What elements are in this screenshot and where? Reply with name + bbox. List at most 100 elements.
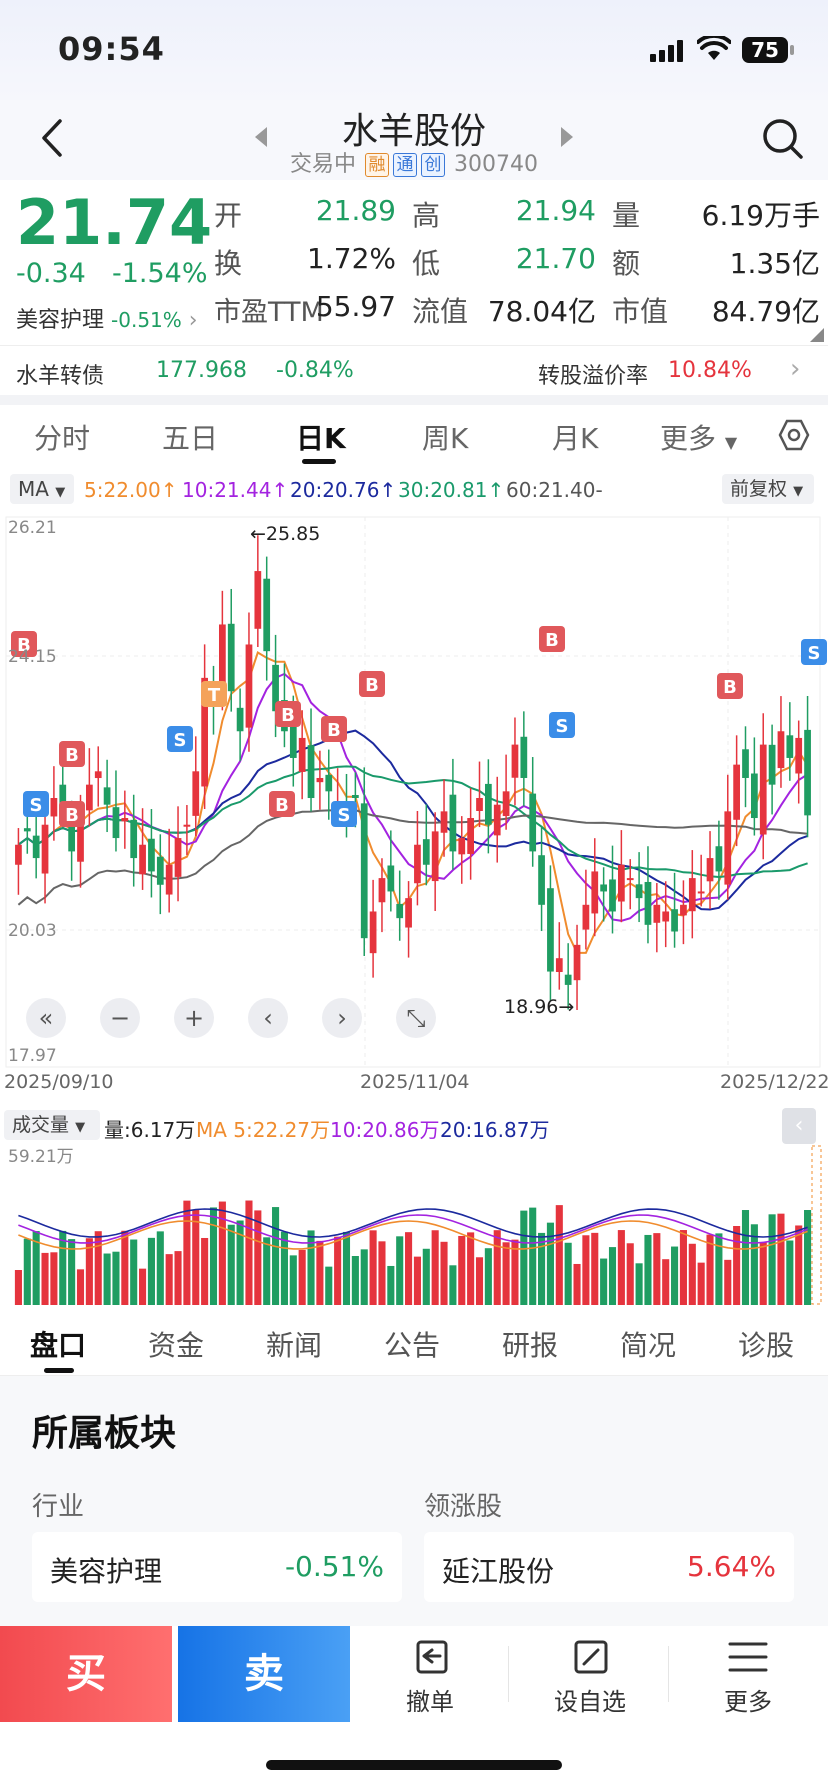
tab-news[interactable]: 新闻 xyxy=(266,1329,323,1362)
zoom-out-icon[interactable]: − xyxy=(110,1004,130,1032)
double-chevron-left-icon-bg xyxy=(26,998,66,1038)
tab-five-day[interactable]: 五日 xyxy=(162,422,219,455)
candle-body xyxy=(591,871,599,914)
next-stock-icon[interactable] xyxy=(560,126,574,148)
leader-card[interactable]: 延江股份 5.64% xyxy=(424,1532,794,1602)
volume-bar xyxy=(440,1241,448,1305)
period-tabs: 分时 五日 日K 周K 月K 更多 ▼ xyxy=(0,405,828,465)
premium-value: 10.84% xyxy=(668,358,752,383)
more-button[interactable]: 更多 xyxy=(668,1626,828,1722)
expand-corner-icon[interactable] xyxy=(810,328,824,342)
tab-profile[interactable]: 简况 xyxy=(620,1329,677,1362)
turnover-value: 1.72% xyxy=(307,242,396,275)
fullscreen-icon[interactable]: ⤡ xyxy=(406,1004,425,1032)
tab-more[interactable]: 更多 ▼ xyxy=(660,422,738,455)
candle-body xyxy=(272,664,279,712)
zoom-in-icon[interactable]: + xyxy=(184,1004,204,1032)
volume-bar xyxy=(644,1234,652,1305)
candle-body xyxy=(671,909,678,932)
candle-body xyxy=(112,807,120,839)
volume-value: 6.19万手 xyxy=(701,199,820,232)
volume-bar xyxy=(76,1269,85,1305)
convertible-bond-bar[interactable]: 水羊转债 177.968 -0.84% 转股溢价率 10.84% › xyxy=(0,345,828,395)
pe-label: 市盈TTM xyxy=(214,297,324,328)
market-cap-value: 84.79亿 xyxy=(711,295,820,328)
candle-body xyxy=(609,879,616,912)
volume-bar xyxy=(759,1241,767,1305)
candle-body xyxy=(644,881,652,925)
collapse-icon[interactable]: ‹ xyxy=(782,1108,816,1144)
candle-body xyxy=(289,720,297,758)
low-value: 21.70 xyxy=(515,242,596,275)
tab-daily-k[interactable]: 日K xyxy=(296,422,346,455)
buy-button[interactable]: 买 xyxy=(0,1626,172,1722)
signal-marker xyxy=(359,671,385,697)
tab-research[interactable]: 研报 xyxy=(502,1329,559,1362)
tab-capital[interactable]: 资金 xyxy=(148,1329,205,1362)
volume-bar xyxy=(68,1239,76,1305)
prev-stock-icon[interactable] xyxy=(254,126,268,148)
volume-bar xyxy=(130,1239,138,1305)
signal-marker-label: B xyxy=(65,805,79,826)
stock-header: 水羊股份 交易中 融通创 300740 xyxy=(0,100,828,180)
tab-weekly-k[interactable]: 周K xyxy=(422,422,469,455)
settings-icon[interactable] xyxy=(778,419,810,451)
volume-bar xyxy=(511,1239,519,1305)
candle-body xyxy=(174,838,182,877)
candle-body xyxy=(715,846,723,872)
add-watchlist-button[interactable]: 设自选 xyxy=(510,1626,670,1722)
tab-diagnosis[interactable]: 诊股 xyxy=(738,1329,795,1362)
volume-bar xyxy=(316,1240,324,1305)
volume-bar xyxy=(272,1207,280,1305)
signal-icon xyxy=(650,40,683,62)
sell-button[interactable]: 卖 xyxy=(178,1626,350,1722)
volume-bar xyxy=(679,1230,687,1305)
volume-bar xyxy=(378,1241,386,1305)
volume-bar xyxy=(369,1230,377,1305)
volume-bar xyxy=(493,1230,501,1305)
fullscreen-icon-bg xyxy=(396,998,436,1038)
ma-selector[interactable]: MA ▼ xyxy=(10,474,74,504)
industry-change: -0.51% xyxy=(284,1550,384,1583)
tab-intraday[interactable]: 分时 xyxy=(34,422,91,455)
candle-body xyxy=(41,824,49,874)
scroll-left-icon[interactable]: ‹ xyxy=(263,1004,273,1032)
volume-bar xyxy=(396,1236,404,1305)
volume-bar xyxy=(484,1248,492,1305)
candle-body xyxy=(245,644,253,728)
ma20-value: 20:20.76↑ xyxy=(290,478,397,502)
volume-chart[interactable]: 59.21万 xyxy=(0,1140,828,1305)
tab-monthly-k[interactable]: 月K xyxy=(552,422,599,455)
indicator-selector[interactable]: 成交量 ▼ xyxy=(4,1110,100,1140)
tab-orderbook[interactable]: 盘口 xyxy=(30,1329,87,1362)
adjust-selector[interactable]: 前复权 ▼ xyxy=(722,474,814,504)
cancel-order-button[interactable]: 撤单 xyxy=(350,1626,510,1722)
volume-legend: 成交量 ▼ 量:6.17万 MA 5:22.27万 10:20.86万 20:1… xyxy=(0,1108,828,1144)
candle-body xyxy=(130,819,138,859)
back-icon[interactable] xyxy=(38,118,66,158)
volume-bar xyxy=(14,1270,22,1305)
candle-body xyxy=(405,898,412,928)
tab-announcements[interactable]: 公告 xyxy=(384,1329,441,1362)
signal-marker xyxy=(269,791,295,817)
sector-change: -0.51% xyxy=(111,308,182,332)
volume-ma-line xyxy=(18,1220,808,1250)
volume-bar xyxy=(342,1231,351,1305)
industry-name: 美容护理 xyxy=(50,1555,163,1588)
sector-link[interactable]: 美容护理 -0.51% › xyxy=(16,302,198,334)
stock-code: 300740 xyxy=(454,152,538,177)
ma60-value: 60:21.40- xyxy=(506,478,603,502)
volume-bar xyxy=(733,1226,741,1305)
scroll-right-icon[interactable]: › xyxy=(337,1004,347,1032)
search-icon[interactable] xyxy=(762,118,804,160)
industry-card[interactable]: 美容护理 -0.51% xyxy=(32,1532,402,1602)
candle-body xyxy=(431,831,439,882)
volume-bar xyxy=(564,1242,572,1305)
edit-icon xyxy=(574,1640,608,1674)
candle-body xyxy=(493,804,501,836)
ma60-line xyxy=(17,808,808,906)
bond-name: 水羊转债 xyxy=(16,364,105,389)
leader-change: 5.64% xyxy=(687,1550,776,1583)
double-chevron-left-icon[interactable]: « xyxy=(39,1004,54,1032)
